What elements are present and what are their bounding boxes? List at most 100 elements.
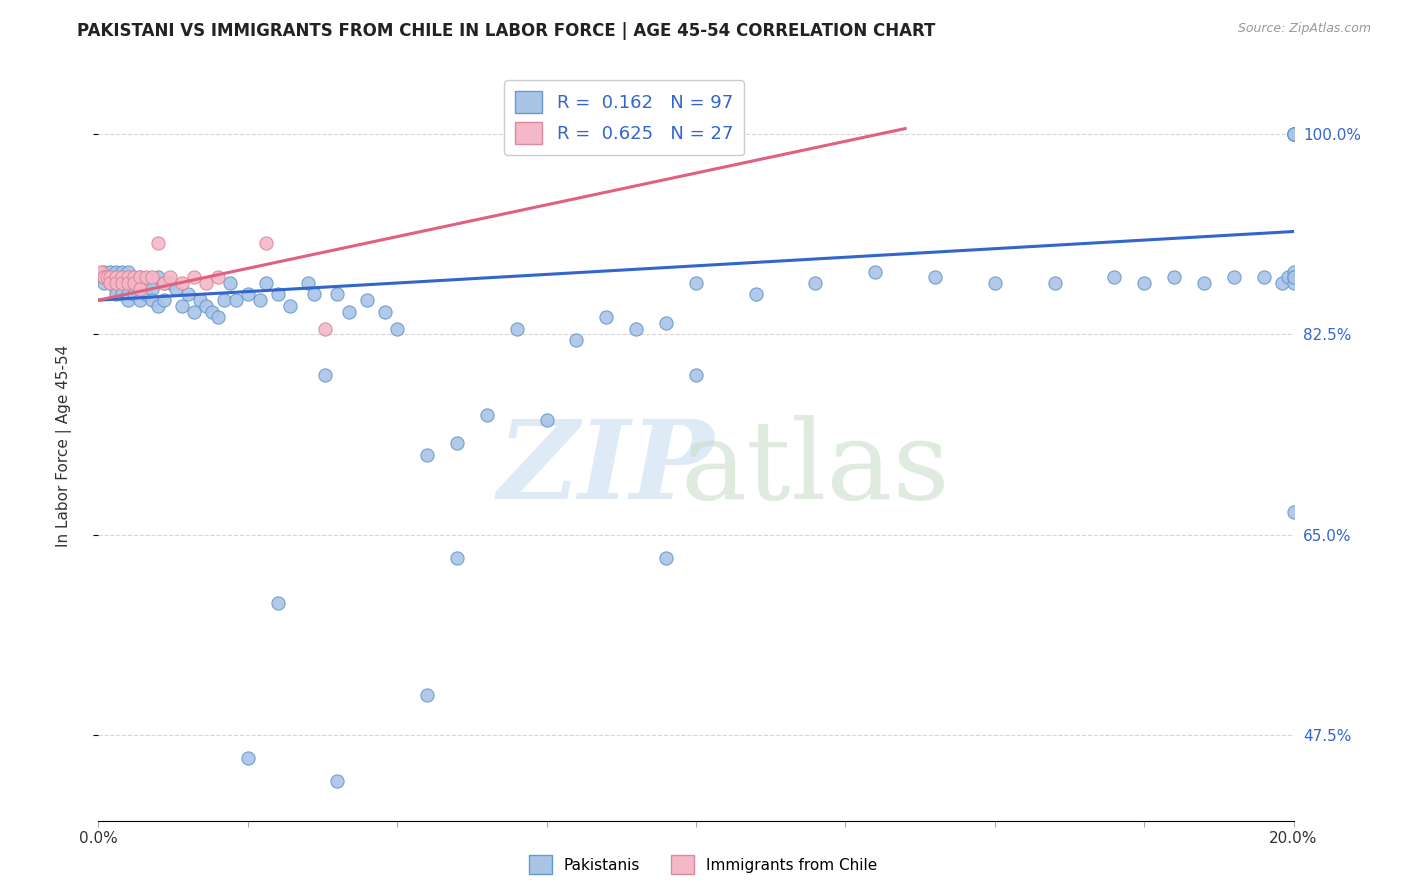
Point <box>1223 270 1246 285</box>
Point <box>236 750 259 764</box>
Point <box>536 413 558 427</box>
Legend: R =  0.162   N = 97, R =  0.625   N = 27: R = 0.162 N = 97, R = 0.625 N = 27 <box>505 80 744 155</box>
Point <box>1282 505 1305 519</box>
Point <box>153 276 176 290</box>
Point <box>98 270 122 285</box>
Point <box>105 282 128 296</box>
Point <box>135 270 157 285</box>
Text: PAKISTANI VS IMMIGRANTS FROM CHILE IN LABOR FORCE | AGE 45-54 CORRELATION CHART: PAKISTANI VS IMMIGRANTS FROM CHILE IN LA… <box>77 22 936 40</box>
Point <box>1133 276 1156 290</box>
Point <box>172 299 194 313</box>
Point <box>105 270 128 285</box>
Point <box>302 287 325 301</box>
Point <box>93 270 115 285</box>
Point <box>236 287 259 301</box>
Point <box>201 304 224 318</box>
Point <box>98 270 122 285</box>
Legend: Pakistanis, Immigrants from Chile: Pakistanis, Immigrants from Chile <box>523 849 883 880</box>
Point <box>506 322 529 336</box>
Point <box>129 282 152 296</box>
Point <box>326 773 349 788</box>
Point <box>105 276 128 290</box>
Point <box>117 264 139 278</box>
Point <box>1282 270 1305 285</box>
Point <box>93 276 115 290</box>
Point <box>103 270 125 285</box>
Point <box>1282 128 1305 142</box>
Point <box>1282 276 1305 290</box>
Point <box>1043 276 1066 290</box>
Point <box>183 304 205 318</box>
Point <box>111 287 134 301</box>
Point <box>183 270 205 285</box>
Point <box>98 264 122 278</box>
Point <box>117 270 139 285</box>
Point <box>1282 270 1305 285</box>
Point <box>278 299 301 313</box>
Point <box>865 264 887 278</box>
Point <box>135 287 157 301</box>
Point <box>685 368 707 382</box>
Point <box>105 276 128 290</box>
Point <box>416 448 439 462</box>
Point <box>804 276 827 290</box>
Point <box>129 282 152 296</box>
Point <box>111 264 134 278</box>
Point <box>1271 276 1294 290</box>
Point <box>90 270 112 285</box>
Point <box>315 368 337 382</box>
Point <box>565 333 588 347</box>
Point <box>153 276 176 290</box>
Point <box>249 293 271 307</box>
Point <box>117 276 139 290</box>
Point <box>356 293 378 307</box>
Point <box>172 276 194 290</box>
Point <box>111 270 134 285</box>
Point <box>225 293 247 307</box>
Point <box>141 293 163 307</box>
Point <box>475 408 498 422</box>
Point <box>195 276 218 290</box>
Point <box>153 293 176 307</box>
Point <box>626 322 648 336</box>
Point <box>1282 128 1305 142</box>
Point <box>177 287 200 301</box>
Point <box>111 276 134 290</box>
Point <box>135 276 157 290</box>
Point <box>129 293 152 307</box>
Text: Source: ZipAtlas.com: Source: ZipAtlas.com <box>1237 22 1371 36</box>
Y-axis label: In Labor Force | Age 45-54: In Labor Force | Age 45-54 <box>56 345 72 547</box>
Point <box>129 270 152 285</box>
Point <box>924 270 946 285</box>
Point <box>195 299 218 313</box>
Point <box>655 316 678 330</box>
Point <box>111 270 134 285</box>
Point <box>655 550 678 565</box>
Point <box>1282 128 1305 142</box>
Point <box>124 276 146 290</box>
Point <box>124 287 146 301</box>
Point <box>339 304 361 318</box>
Point <box>105 264 128 278</box>
Point <box>98 276 122 290</box>
Point <box>207 270 229 285</box>
Point <box>446 550 468 565</box>
Point <box>165 282 187 296</box>
Point <box>90 264 112 278</box>
Point <box>108 270 131 285</box>
Point <box>1192 276 1215 290</box>
Point <box>105 270 128 285</box>
Point <box>297 276 319 290</box>
Point <box>267 287 290 301</box>
Point <box>446 436 468 450</box>
Point <box>1253 270 1275 285</box>
Point <box>98 276 122 290</box>
Point <box>93 264 115 278</box>
Point <box>1282 128 1305 142</box>
Point <box>117 276 139 290</box>
Point <box>111 276 134 290</box>
Point <box>159 270 181 285</box>
Text: atlas: atlas <box>681 415 950 522</box>
Point <box>685 276 707 290</box>
Point <box>984 276 1007 290</box>
